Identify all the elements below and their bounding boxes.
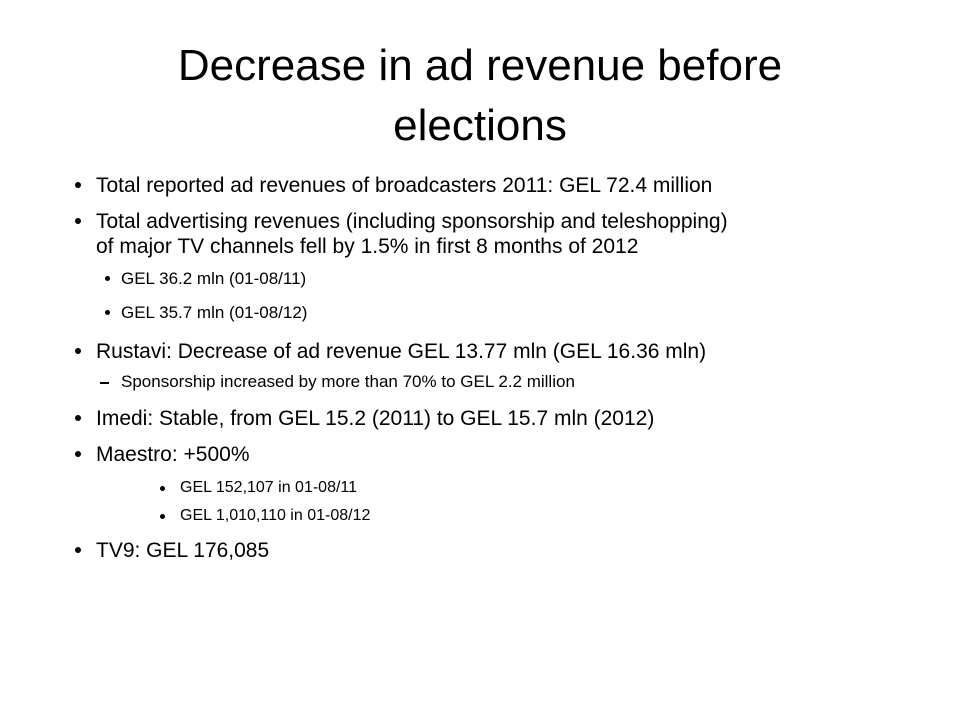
dash-bullet-icon <box>100 382 109 384</box>
sub-bullet-dot-icon <box>105 276 110 281</box>
bullet-imedi: Imedi: Stable, from GEL 15.2 (2011) to G… <box>96 407 655 430</box>
sub-bullet-dot-icon <box>105 310 110 315</box>
sub-bullet-2012: GEL 35.7 mln (01-08/12) <box>121 303 308 322</box>
bullet-dot-icon <box>75 182 81 188</box>
slide-title-line-2: elections <box>393 101 567 150</box>
bullet-dot-icon <box>75 451 81 457</box>
bullet-tv9: TV9: GEL 176,085 <box>96 539 270 562</box>
bullet-maestro: Maestro: +500% <box>96 443 250 466</box>
slide-title: Decrease in ad revenue before elections <box>60 36 900 156</box>
bullet-dot-icon <box>75 415 81 421</box>
sub-bullet-maestro-2012: GEL 1,010,110 in 01-08/12 <box>180 507 371 524</box>
bullet-dot-icon <box>75 547 81 553</box>
bullet-total-reported: Total reported ad revenues of broadcaste… <box>96 174 713 197</box>
bullet-total-advertising-line-2: of major TV channels fell by 1.5% in fir… <box>96 235 639 258</box>
sub-bullet-rustavi-sponsorship: Sponsorship increased by more than 70% t… <box>121 372 575 391</box>
bullet-total-advertising-line-1: Total advertising revenues (including sp… <box>96 210 728 233</box>
bullet-rustavi: Rustavi: Decrease of ad revenue GEL 13.7… <box>96 340 707 363</box>
sub-sub-bullet-dot-icon <box>160 486 165 491</box>
bullet-dot-icon <box>75 348 81 354</box>
sub-bullet-2011: GEL 36.2 mln (01-08/11) <box>121 269 307 288</box>
bullet-total-advertising: Total advertising revenues (including sp… <box>96 209 728 259</box>
bullet-dot-icon <box>75 218 81 224</box>
sub-bullet-maestro-2011: GEL 152,107 in 01-08/11 <box>180 479 358 496</box>
slide-title-line-1: Decrease in ad revenue before <box>177 41 783 90</box>
sub-sub-bullet-dot-icon <box>160 514 165 519</box>
